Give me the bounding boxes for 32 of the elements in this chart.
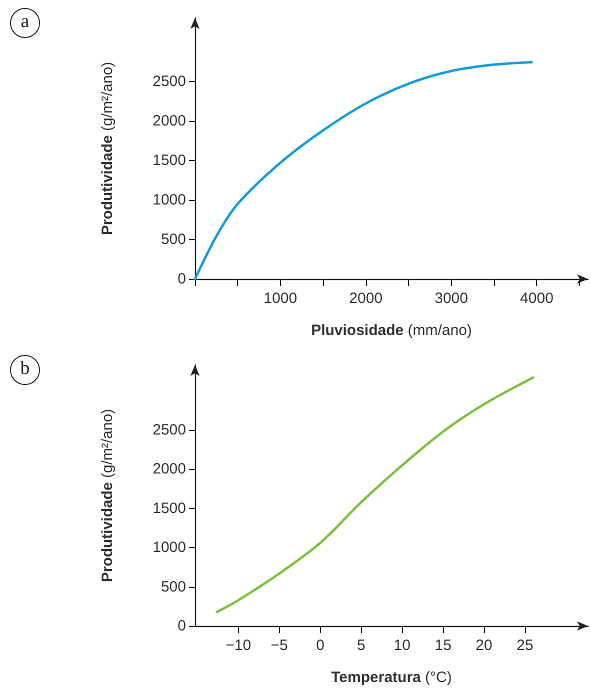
y-tick-label: 1500 [152, 152, 186, 169]
x-tick-label: 25 [516, 637, 534, 654]
text: b [10, 355, 40, 385]
x-tick-label: 2000 [349, 290, 383, 307]
x-tick-label: 3000 [434, 290, 468, 307]
y-tick-label: 500 [160, 578, 186, 596]
line-series [194, 61, 533, 280]
x-tick-label: 1000 [264, 290, 298, 307]
y-tick-label: 1000 [152, 191, 186, 208]
y-tick-label: 2500 [152, 72, 186, 90]
x-axis-title: Temperatura (°C) [331, 669, 452, 686]
x-tick-label: 10 [394, 637, 410, 654]
y-tick-label: 2000 [152, 112, 186, 130]
x-tick-label: 15 [434, 637, 452, 654]
x-tick-label: −10 [226, 637, 252, 654]
x-tick-label: −5 [270, 637, 288, 654]
x-tick-label: 0 [316, 637, 324, 654]
y-tick-label: 1500 [152, 500, 186, 517]
y-tick-label: 0 [178, 270, 186, 288]
y-axis-title: Produtividade (g/m²/ano) [99, 62, 116, 236]
x-tick-label: 4000 [520, 290, 554, 307]
x-tick-label: 5 [357, 637, 366, 654]
x-axis-title: Pluviosidade (mm/ano) [311, 322, 472, 339]
y-axis-title: Produtividade (g/m²/ano) [99, 408, 116, 582]
line-series [216, 376, 534, 614]
y-tick-label: 1000 [152, 539, 186, 556]
x-tick-label: 20 [476, 637, 492, 654]
y-tick-label: 2500 [152, 422, 186, 439]
y-tick-label: 2000 [152, 460, 186, 478]
text: a [10, 8, 40, 38]
y-tick-label: 500 [160, 230, 186, 248]
y-tick-label: 0 [178, 618, 186, 634]
